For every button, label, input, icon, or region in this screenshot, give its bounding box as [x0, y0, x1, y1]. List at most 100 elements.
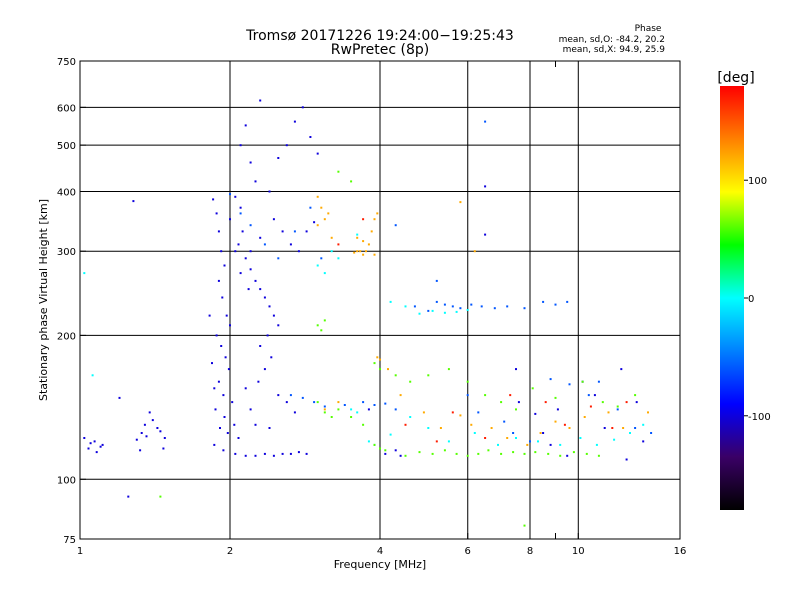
data-point — [435, 440, 438, 443]
data-point — [559, 443, 562, 446]
data-point — [215, 334, 218, 337]
data-point — [214, 408, 217, 411]
data-point — [607, 411, 610, 414]
data-point — [148, 411, 151, 414]
data-point — [215, 212, 218, 215]
data-point — [431, 309, 434, 312]
data-point — [249, 224, 252, 227]
data-point — [143, 423, 146, 426]
stats-line-x: mean, sd,X: 94.9, 25.9 — [563, 45, 666, 55]
data-point — [542, 300, 545, 303]
data-point — [229, 218, 231, 221]
data-point — [277, 157, 280, 159]
data-point — [526, 443, 529, 446]
data-point — [268, 190, 271, 193]
y-tick-label: 200 — [57, 331, 76, 342]
data-point — [362, 253, 365, 256]
data-point — [515, 408, 517, 411]
chart-title: Tromsø 20171226 19:24:00−19:25:43 — [245, 28, 514, 44]
x-tick-label: 4 — [377, 546, 383, 557]
data-point — [601, 401, 604, 404]
data-point — [470, 303, 473, 306]
data-point — [404, 423, 407, 426]
data-point — [162, 447, 165, 450]
data-point — [320, 329, 323, 332]
data-point — [297, 451, 300, 454]
data-point — [309, 206, 312, 209]
data-point — [616, 405, 619, 408]
data-point — [139, 449, 142, 452]
y-tick-label: 750 — [57, 57, 76, 68]
data-point — [145, 435, 148, 438]
data-point — [367, 408, 370, 411]
data-point — [337, 243, 340, 246]
chart-subtitle: RwPretec (8p) — [331, 42, 429, 58]
data-point — [394, 408, 397, 411]
data-point — [270, 356, 273, 359]
data-point — [455, 310, 458, 313]
colorbar-tick-label: -100 — [748, 412, 771, 423]
data-point — [239, 144, 242, 147]
data-point — [568, 427, 571, 429]
data-point — [394, 449, 397, 452]
data-point — [379, 447, 381, 450]
data-point — [330, 236, 333, 239]
data-point — [132, 200, 135, 203]
data-point — [353, 251, 356, 254]
data-point — [272, 454, 275, 457]
data-point — [373, 443, 376, 446]
data-point — [466, 394, 469, 397]
stats-line-o: mean, sd,O: -84.2, 20.2 — [559, 35, 665, 45]
data-point — [293, 120, 296, 123]
data-point — [337, 257, 340, 260]
data-point — [289, 243, 292, 246]
data-point — [237, 243, 240, 246]
data-point — [634, 394, 637, 397]
data-point — [266, 334, 269, 337]
data-point — [259, 236, 262, 239]
data-point — [523, 452, 526, 455]
data-point — [268, 305, 271, 308]
data-point — [459, 414, 462, 417]
data-point — [473, 432, 476, 434]
data-point — [484, 233, 487, 236]
data-point — [625, 458, 628, 461]
x-tick-label: 1 — [77, 546, 83, 557]
data-point — [297, 250, 300, 253]
data-point — [373, 218, 376, 221]
data-point — [523, 307, 526, 310]
data-point — [313, 221, 316, 224]
data-point — [473, 250, 476, 253]
data-point — [572, 451, 575, 454]
data-point — [272, 218, 275, 221]
data-point — [534, 451, 537, 454]
data-point — [365, 250, 367, 253]
data-point — [249, 161, 252, 164]
data-point — [611, 427, 614, 429]
data-point — [95, 451, 98, 454]
data-point — [220, 250, 223, 253]
y-tick-label: 600 — [57, 103, 76, 114]
data-point — [227, 368, 230, 371]
data-point — [263, 296, 266, 299]
data-point — [118, 396, 121, 399]
data-point — [257, 380, 260, 383]
stats-header: Phase — [635, 24, 662, 34]
data-point — [642, 423, 645, 426]
data-point — [470, 423, 473, 426]
data-point — [616, 408, 619, 411]
colorbar-label: [deg] — [717, 70, 754, 86]
data-point — [222, 394, 225, 397]
data-point — [622, 427, 625, 429]
data-point — [568, 383, 571, 386]
data-point — [231, 401, 234, 404]
x-tick-label: 10 — [572, 546, 585, 557]
data-point — [323, 319, 326, 322]
data-point — [247, 288, 250, 291]
data-point — [549, 378, 552, 381]
data-point — [350, 416, 353, 418]
data-point — [83, 437, 86, 439]
data-point — [418, 312, 421, 315]
data-point — [512, 451, 515, 454]
colorbar-gradient — [720, 86, 744, 510]
